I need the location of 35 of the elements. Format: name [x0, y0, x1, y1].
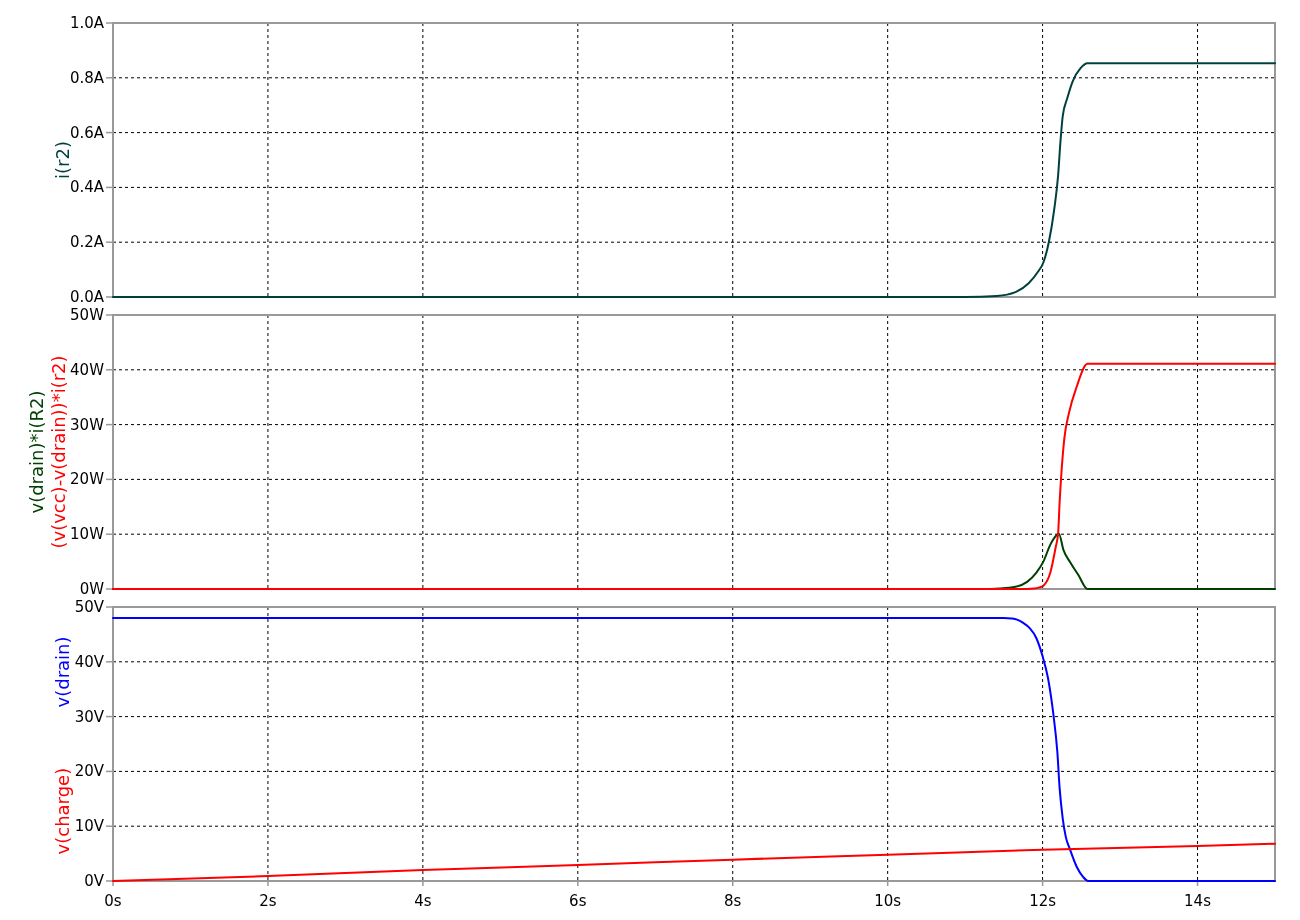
y-tick-label: 0.2A [69, 233, 105, 252]
y-tick-label: 20W [70, 470, 105, 489]
line-series [112, 842, 1276, 882]
line-series [112, 616, 1276, 882]
y-tick-label: 0V [84, 872, 105, 890]
y-tick-label: 0.6A [69, 123, 105, 142]
y-tick-label: 0W [79, 580, 105, 598]
y-tick-label: 1.0A [69, 14, 105, 32]
y-tick-label: 40V [74, 652, 105, 671]
text: v(charge) [51, 767, 73, 855]
y-tick-label: 10V [74, 817, 105, 836]
x-tick-label: 0s [104, 892, 122, 910]
text: v(drain) [51, 636, 73, 708]
x-tick-label: 8s [724, 892, 742, 910]
y-tick-label: 10W [70, 525, 105, 544]
y-tick-label: 40W [70, 360, 105, 379]
x-tick-label: 4s [414, 892, 432, 910]
y-tick-label: 0.0A [69, 288, 105, 306]
x-tick-label: 10s [874, 892, 902, 910]
y-tick-label: 0.4A [69, 178, 105, 197]
y-tick-label: 30V [74, 707, 105, 726]
text: i(r2) [51, 141, 73, 179]
x-tick-label: 12s [1029, 892, 1057, 910]
y-tick-label: 50V [74, 598, 105, 616]
y-tick-label: 30W [70, 415, 105, 434]
text: v(drain)*i(R2) [25, 390, 47, 514]
y-tick-label: 0.8A [69, 68, 105, 87]
line-series [112, 362, 1276, 590]
line-series [112, 62, 1276, 298]
y-tick-label: 50W [70, 306, 105, 324]
x-tick-label: 14s [1184, 892, 1212, 910]
x-tick-label: 6s [569, 892, 587, 910]
y-tick-label: 20V [74, 762, 105, 781]
x-tick-label: 2s [259, 892, 277, 910]
text: (v(vcc)-v(drain))*i(r2) [47, 355, 69, 549]
